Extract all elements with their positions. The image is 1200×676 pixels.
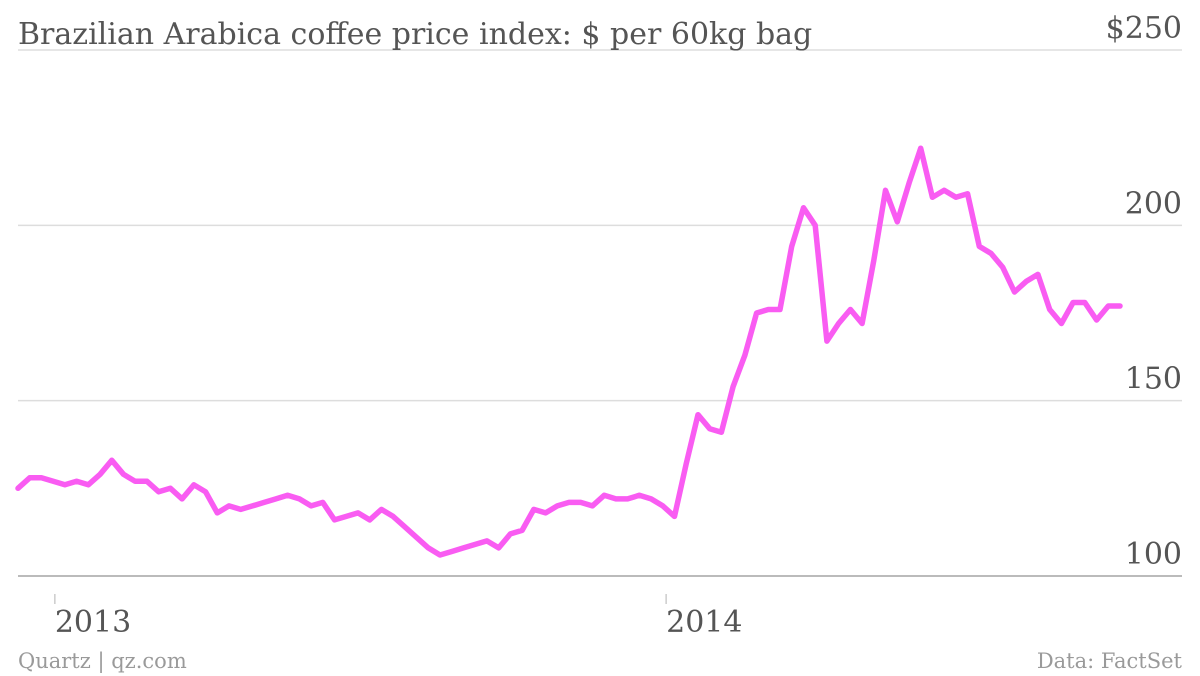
y-tick-label: 150 [1125,362,1182,397]
chart-title: Brazilian Arabica coffee price index: $ … [18,17,812,52]
y-axis-ticks: $250 200 150 100 [1106,11,1182,572]
y-tick-label: 100 [1125,537,1182,572]
x-tick-label: 2013 [55,605,131,640]
gridlines [18,49,1182,577]
y-tick-label: $250 [1106,11,1182,46]
y-tick-label: 200 [1125,186,1182,221]
x-axis-ticks: 2013 2014 [54,594,742,640]
x-tick-label: 2014 [666,605,742,640]
series-layer [15,145,1123,558]
series-line [15,145,1123,558]
credit-text: Quartz | qz.com [18,649,187,674]
source-text: Data: FactSet [1037,649,1183,673]
